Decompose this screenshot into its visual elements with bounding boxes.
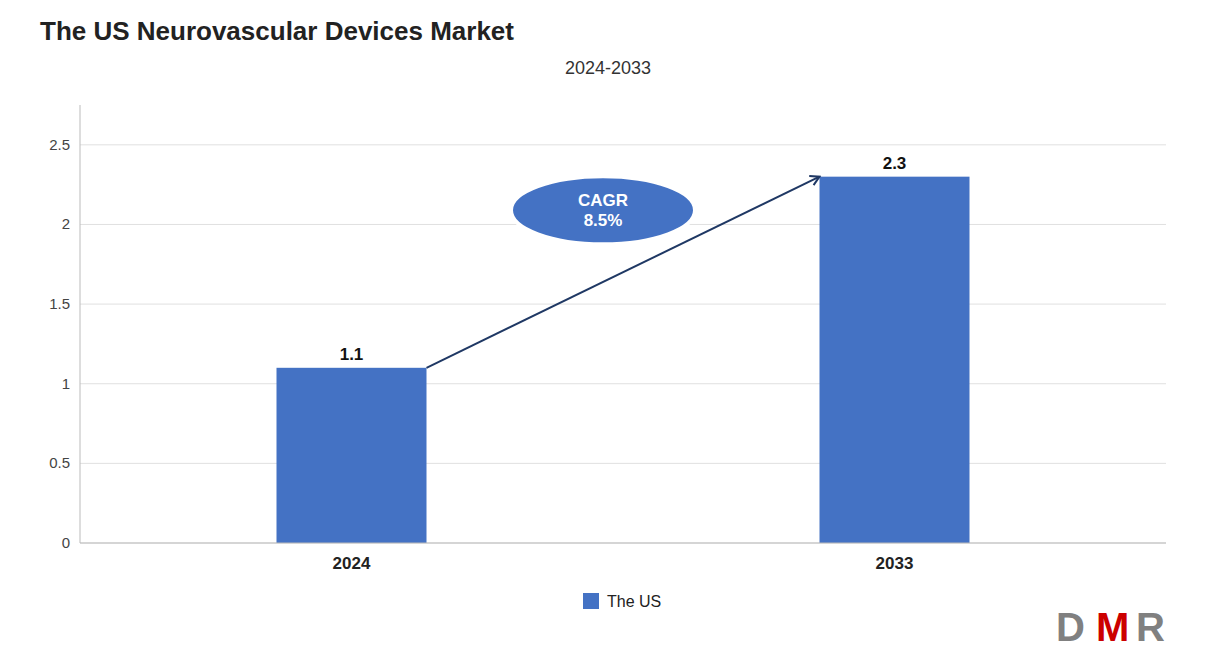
grid-line: [80, 463, 1166, 464]
logo-letter: R: [1136, 605, 1165, 649]
cagr-text: 8.5%: [584, 211, 623, 230]
x-tick-label: 2024: [333, 554, 371, 573]
y-tick-label: 0: [62, 534, 70, 551]
y-tick-label: 0.5: [49, 454, 70, 471]
y-tick-label: 2.5: [49, 136, 70, 153]
grid-line: [80, 543, 1166, 544]
logo-letter: M: [1096, 605, 1129, 649]
y-tick-label: 1: [62, 375, 70, 392]
y-tick-label: 2: [62, 215, 70, 232]
data-label: 2.3: [883, 154, 907, 173]
y-axis-line: [80, 105, 81, 543]
legend: The US: [583, 593, 661, 610]
grid-line: [80, 383, 1166, 384]
x-axis-line: [80, 543, 1166, 544]
legend-swatch: [583, 593, 599, 609]
cagr-ellipse: [511, 176, 695, 244]
y-axis: 0 0.5 1 1.5 2 2.5: [49, 105, 1166, 551]
cagr-badge: CAGR8.5%: [511, 176, 695, 244]
logo: DMR: [1056, 605, 1165, 649]
grid-line: [80, 304, 1166, 305]
data-label: 1.1: [340, 345, 364, 364]
logo-letter: D: [1056, 605, 1085, 649]
y-tick-label: 1.5: [49, 295, 70, 312]
subtitle: 2024-2033: [565, 58, 651, 78]
grid-line: [80, 144, 1166, 145]
x-tick-label: 2033: [876, 554, 914, 573]
cagr-text: CAGR: [578, 191, 628, 210]
chart: The US Neurovascular Devices Market 2024-…: [0, 0, 1216, 663]
legend-label: The US: [607, 593, 661, 610]
bars: [277, 177, 970, 543]
bar: [277, 368, 427, 543]
title: The US Neurovascular Devices Market: [40, 16, 514, 46]
growth-arrow: [427, 177, 820, 368]
bar: [820, 177, 970, 543]
